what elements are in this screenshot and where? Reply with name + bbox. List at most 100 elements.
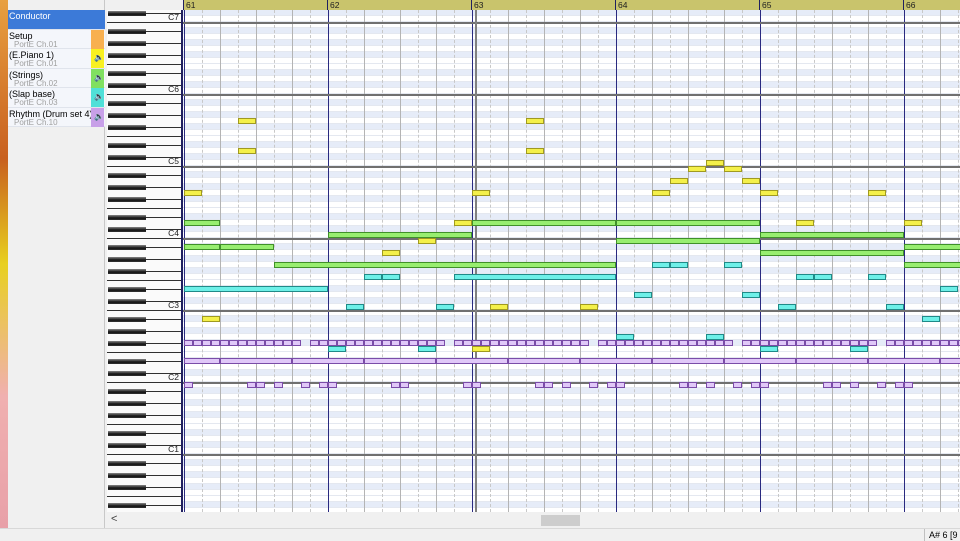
track-color-swatch[interactable]: 🔈 (91, 88, 104, 107)
measure-number[interactable]: 61 (183, 0, 195, 10)
note-bass[interactable] (436, 304, 454, 310)
note-drums[interactable] (256, 340, 265, 346)
note-drums[interactable] (607, 382, 616, 388)
note-epiano[interactable] (472, 346, 490, 352)
note-drums[interactable] (454, 340, 463, 346)
black-key[interactable] (108, 197, 146, 202)
note-epiano[interactable] (454, 220, 472, 226)
note-epiano[interactable] (202, 316, 220, 322)
note-drums[interactable] (796, 358, 868, 364)
note-bass[interactable] (922, 316, 940, 322)
note-drums[interactable] (508, 340, 517, 346)
note-drums[interactable] (544, 382, 553, 388)
black-key[interactable] (108, 245, 146, 250)
note-epiano[interactable] (472, 190, 490, 196)
black-key[interactable] (108, 101, 146, 106)
track-color-swatch[interactable]: 🔈 (91, 108, 104, 127)
note-drums[interactable] (787, 340, 796, 346)
black-key[interactable] (108, 359, 146, 364)
note-drums[interactable] (823, 382, 832, 388)
note-drums[interactable] (472, 340, 481, 346)
note-drums[interactable] (688, 340, 697, 346)
note-drums[interactable] (670, 340, 679, 346)
note-epiano[interactable] (904, 220, 922, 226)
note-epiano[interactable] (742, 178, 760, 184)
note-drums[interactable] (652, 340, 661, 346)
note-drums[interactable] (877, 382, 886, 388)
note-drums[interactable] (301, 382, 310, 388)
note-drums[interactable] (679, 340, 688, 346)
note-bass[interactable] (742, 292, 760, 298)
note-bass[interactable] (760, 346, 778, 352)
note-drums[interactable] (751, 340, 760, 346)
track-row[interactable]: (E.Piano 1)PortE Ch.01🔈 (8, 49, 105, 69)
black-key[interactable] (108, 413, 146, 418)
note-strings[interactable] (274, 262, 616, 268)
note-bass[interactable] (418, 346, 436, 352)
note-drums[interactable] (553, 340, 562, 346)
note-drums[interactable] (247, 340, 256, 346)
note-epiano[interactable] (526, 118, 544, 124)
note-strings[interactable] (616, 238, 760, 244)
note-drums[interactable] (292, 358, 364, 364)
note-drums[interactable] (868, 340, 877, 346)
track-color-swatch[interactable]: 🔈 (91, 49, 104, 68)
note-drums[interactable] (589, 382, 598, 388)
black-key[interactable] (108, 317, 146, 322)
note-drums[interactable] (184, 340, 193, 346)
note-bass[interactable] (814, 274, 832, 280)
note-drums[interactable] (220, 358, 292, 364)
note-epiano[interactable] (238, 148, 256, 154)
note-drums[interactable] (832, 340, 841, 346)
note-drums[interactable] (427, 340, 436, 346)
note-drums[interactable] (364, 340, 373, 346)
note-drums[interactable] (859, 340, 868, 346)
note-drums[interactable] (751, 382, 760, 388)
speaker-icon[interactable]: 🔈 (94, 112, 104, 121)
note-bass[interactable] (940, 286, 958, 292)
note-drums[interactable] (328, 340, 337, 346)
note-drums[interactable] (895, 340, 904, 346)
note-drums[interactable] (886, 340, 895, 346)
note-drums[interactable] (922, 340, 931, 346)
note-drums[interactable] (283, 340, 292, 346)
note-drums[interactable] (625, 340, 634, 346)
note-bass[interactable] (850, 346, 868, 352)
note-epiano[interactable] (490, 304, 508, 310)
note-epiano[interactable] (796, 220, 814, 226)
note-epiano[interactable] (868, 190, 886, 196)
speaker-icon[interactable]: 🔈 (94, 73, 104, 82)
black-key[interactable] (108, 329, 146, 334)
black-key[interactable] (108, 287, 146, 292)
note-drums[interactable] (760, 382, 769, 388)
note-epiano[interactable] (724, 166, 742, 172)
measure-number[interactable]: 63 (471, 0, 483, 10)
black-key[interactable] (108, 185, 146, 190)
note-drums[interactable] (580, 340, 589, 346)
note-strings[interactable] (328, 232, 472, 238)
note-drums[interactable] (562, 340, 571, 346)
note-drums[interactable] (778, 340, 787, 346)
note-strings[interactable] (760, 250, 904, 256)
note-drums[interactable] (643, 340, 652, 346)
note-drums[interactable] (436, 340, 445, 346)
note-drums[interactable] (715, 340, 724, 346)
track-row[interactable]: Rhythm (Drum set 4)PortE Ch.10🔈 (8, 108, 105, 128)
note-drums[interactable] (472, 382, 481, 388)
note-drums[interactable] (940, 358, 960, 364)
note-epiano[interactable] (184, 190, 202, 196)
black-key[interactable] (108, 401, 146, 406)
note-drums[interactable] (724, 340, 733, 346)
scroll-left-arrow[interactable]: < (111, 513, 117, 525)
note-drums[interactable] (607, 340, 616, 346)
black-key[interactable] (108, 503, 146, 508)
note-drums[interactable] (319, 340, 328, 346)
note-drums[interactable] (499, 340, 508, 346)
note-drums[interactable] (814, 340, 823, 346)
note-drums[interactable] (571, 340, 580, 346)
note-drums[interactable] (841, 340, 850, 346)
note-drums[interactable] (823, 340, 832, 346)
note-epiano[interactable] (580, 304, 598, 310)
note-bass[interactable] (796, 274, 814, 280)
note-drums[interactable] (562, 382, 571, 388)
